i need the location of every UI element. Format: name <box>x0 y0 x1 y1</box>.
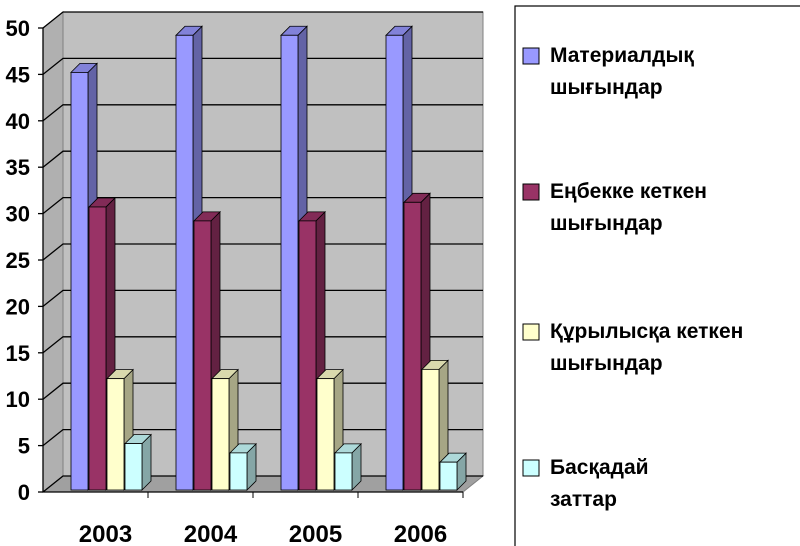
legend-box <box>514 5 800 546</box>
x-tick-label: 2004 <box>184 521 238 546</box>
legend-swatch <box>522 183 540 201</box>
legend-label: Басқадай заттар <box>550 456 649 511</box>
bar <box>316 378 335 491</box>
legend-label: Құрылысқа кеткен шығындар <box>550 320 743 375</box>
gridline <box>42 150 483 168</box>
bar <box>334 452 353 491</box>
bar-side <box>141 433 152 491</box>
y-tick-label: 45 <box>6 62 30 87</box>
y-tick-label: 15 <box>6 341 30 366</box>
y-tick-label: 40 <box>6 109 30 134</box>
y-tick-label: 10 <box>6 387 30 412</box>
y-tick-label: 30 <box>6 202 30 227</box>
y-tick-label: 25 <box>6 248 30 273</box>
bar <box>124 443 143 491</box>
y-axis: 0 5 10 15 20 25 30 35 40 45 50 <box>6 16 44 505</box>
gridline <box>42 336 483 354</box>
gridline <box>42 289 483 307</box>
bar <box>298 220 317 491</box>
gridline <box>42 104 483 122</box>
x-tick-label: 2003 <box>79 521 132 546</box>
y-tick-label: 0 <box>18 480 30 505</box>
legend: Материалдық шығындар Еңбекке кеткен шығында… <box>514 5 800 546</box>
bar <box>229 452 248 491</box>
gridline <box>42 11 483 29</box>
legend-label: Материалдық шығындар <box>550 44 694 99</box>
bar <box>70 72 89 491</box>
bar <box>211 378 230 491</box>
legend-swatch <box>522 459 540 477</box>
x-axis: 2003 2004 2005 2006 <box>43 491 464 546</box>
bar <box>88 206 107 491</box>
legend-swatch <box>522 47 540 65</box>
bar <box>421 368 440 491</box>
legend-label: Еңбекке кеткен шығындар <box>550 180 707 235</box>
x-tick-label: 2006 <box>394 521 447 546</box>
bars-layer <box>70 25 467 491</box>
bar <box>106 378 125 491</box>
y-tick-label: 35 <box>6 155 30 180</box>
legend-swatch <box>522 323 540 341</box>
y-tick-label: 50 <box>6 16 30 41</box>
bar <box>403 201 422 491</box>
bar <box>175 34 194 491</box>
bar <box>439 461 458 491</box>
y-tick-label: 20 <box>6 294 30 319</box>
gridline <box>42 243 483 261</box>
bar <box>193 220 212 491</box>
y-tick-label: 5 <box>18 434 30 459</box>
x-tick-label: 2005 <box>289 521 342 546</box>
gridline <box>42 57 483 75</box>
bar <box>385 34 404 491</box>
gridline <box>42 196 483 215</box>
bar <box>280 34 299 491</box>
